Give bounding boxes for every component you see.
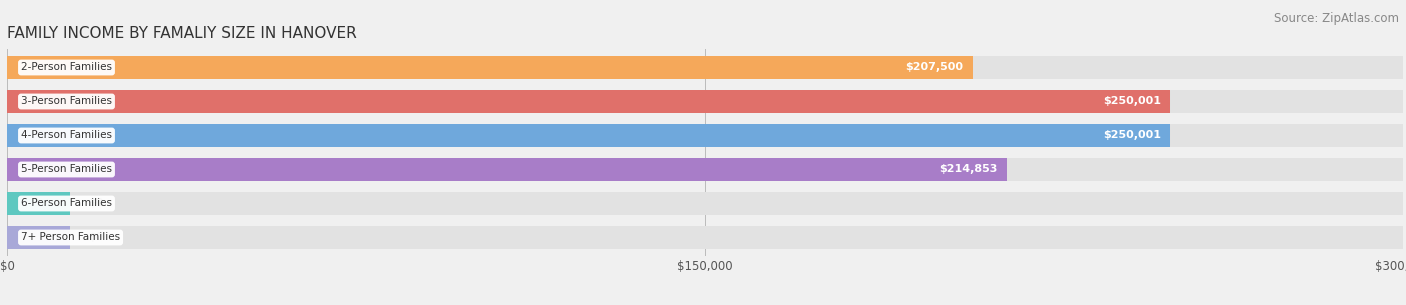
Text: $214,853: $214,853 [939,164,998,174]
Text: $0: $0 [89,232,104,242]
Bar [7,124,1171,147]
Text: Source: ZipAtlas.com: Source: ZipAtlas.com [1274,12,1399,25]
Bar [7,226,1403,249]
Text: 2-Person Families: 2-Person Families [21,63,112,73]
Text: $250,001: $250,001 [1104,96,1161,106]
Text: $0: $0 [89,199,104,209]
Bar [7,158,1007,181]
Text: 4-Person Families: 4-Person Families [21,131,112,141]
Bar [7,192,70,215]
Bar [7,226,70,249]
Text: 6-Person Families: 6-Person Families [21,199,112,209]
Text: 7+ Person Families: 7+ Person Families [21,232,120,242]
Text: $250,001: $250,001 [1104,131,1161,141]
Bar [7,158,1403,181]
Text: 5-Person Families: 5-Person Families [21,164,112,174]
Bar [7,124,1403,147]
Bar [7,90,1171,113]
Text: 3-Person Families: 3-Person Families [21,96,112,106]
Text: FAMILY INCOME BY FAMALIY SIZE IN HANOVER: FAMILY INCOME BY FAMALIY SIZE IN HANOVER [7,26,357,41]
Bar [7,56,1403,79]
Bar [7,56,973,79]
Text: $207,500: $207,500 [905,63,963,73]
Bar [7,192,1403,215]
Bar [7,90,1403,113]
